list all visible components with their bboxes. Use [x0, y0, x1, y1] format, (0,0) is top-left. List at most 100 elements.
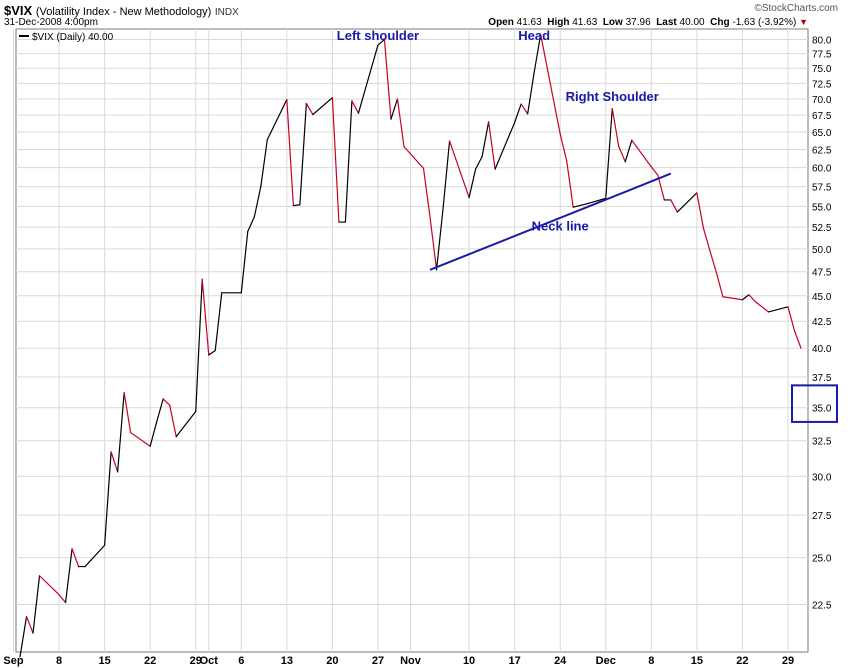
x-tick-label: 29	[782, 655, 794, 667]
low-label: Low	[602, 17, 623, 28]
x-tick-label: 8	[648, 655, 654, 667]
price-segment	[195, 278, 203, 413]
y-tick-label: 65.0	[812, 128, 832, 139]
datetime: 31-Dec-2008 4:00pm	[4, 17, 98, 28]
price-segment	[514, 103, 522, 124]
legend-label: $VIX (Daily) 40.00	[32, 32, 114, 43]
price-segment	[527, 71, 535, 115]
last-value: 40.00	[679, 17, 705, 28]
y-tick-label: 52.5	[812, 223, 832, 234]
y-tick-label: 50.0	[812, 245, 832, 256]
price-segment	[383, 38, 392, 120]
price-segment	[38, 575, 60, 596]
price-segment	[741, 294, 750, 301]
price-segment	[149, 421, 158, 447]
y-tick-label: 32.5	[812, 437, 832, 448]
y-tick-label: 70.0	[812, 95, 832, 106]
price-segment	[585, 197, 607, 205]
price-segment	[344, 100, 353, 223]
symbol: $VIX	[4, 3, 33, 18]
price-segment	[435, 208, 444, 271]
price-segment	[442, 140, 451, 210]
price-segment	[670, 199, 678, 213]
y-tick-label: 22.5	[812, 601, 832, 612]
price-segment	[631, 139, 652, 168]
price-segment	[377, 38, 386, 46]
price-segment	[481, 121, 490, 158]
y-tick-label: 25.0	[812, 554, 832, 565]
price-segment	[110, 451, 119, 473]
x-tick-label: Oct	[200, 655, 219, 667]
symbol-description: (Volatility Index - New Methodology)	[35, 6, 212, 18]
x-tick-label: 24	[554, 655, 567, 667]
price-segment	[214, 292, 223, 352]
price-segment	[572, 203, 587, 208]
exchange: INDX	[214, 7, 239, 18]
price-segment	[299, 102, 307, 206]
price-segment	[253, 185, 262, 218]
price-segment	[156, 398, 164, 423]
price-segment	[19, 615, 28, 658]
price-segment	[208, 349, 216, 356]
x-tick-label: 17	[509, 655, 521, 667]
x-tick-label: 20	[326, 655, 338, 667]
x-tick-label: Dec	[596, 655, 616, 667]
y-tick-label: 55.0	[812, 202, 832, 213]
neckline	[429, 172, 672, 271]
price-segment	[715, 272, 724, 298]
price-segment	[305, 102, 314, 116]
y-tick-label: 62.5	[812, 145, 832, 156]
price-segment	[540, 33, 561, 135]
price-segment	[58, 594, 67, 604]
y-tick-label: 75.0	[812, 64, 832, 75]
x-tick-label: 15	[98, 655, 110, 667]
x-tick-label: 13	[281, 655, 293, 667]
highlight-box	[791, 384, 838, 423]
price-segment	[247, 216, 255, 232]
quote-stats: Open 41.63 High 41.63 Low 37.96 Last 40.…	[488, 17, 808, 28]
price-segment	[709, 250, 717, 274]
brand-label[interactable]: ©StockCharts.com	[754, 3, 838, 14]
y-tick-label: 57.5	[812, 183, 832, 194]
price-segment	[468, 168, 477, 199]
low-value: 37.96	[625, 17, 651, 28]
price-segment	[331, 97, 340, 223]
x-tick-label: 27	[372, 655, 384, 667]
x-tick-label: 15	[691, 655, 703, 667]
y-tick-label: 80.0	[812, 36, 832, 47]
price-segment	[429, 216, 438, 271]
last-label: Last	[656, 17, 677, 28]
price-segment	[702, 227, 711, 252]
y-tick-label: 35.0	[812, 404, 832, 415]
price-segment	[169, 404, 177, 438]
open-value: 41.63	[516, 17, 542, 28]
x-tick-label: Sep	[3, 655, 23, 667]
price-segment	[559, 133, 568, 162]
price-segment	[624, 139, 633, 163]
price-segment	[793, 330, 802, 349]
x-tick-label: 22	[144, 655, 156, 667]
price-segment	[488, 121, 496, 170]
price-segment	[566, 160, 574, 208]
price-segment	[286, 99, 294, 207]
chart-title: $VIX (Volatility Index - New Methodology…	[4, 3, 239, 18]
price-segment	[390, 98, 399, 120]
price-segment	[357, 44, 379, 114]
annotation-label: Left shoulder	[337, 28, 419, 43]
price-segment	[201, 278, 210, 356]
y-tick-label: 72.5	[812, 79, 832, 90]
price-segment	[422, 167, 431, 218]
price-segment	[260, 138, 268, 188]
price-segment	[25, 615, 34, 634]
price-segment	[676, 192, 698, 213]
y-tick-label: 60.0	[812, 164, 832, 175]
y-tick-label: 30.0	[812, 472, 832, 483]
annotation-label: Right Shoulder	[566, 89, 659, 104]
y-tick-label: 42.5	[812, 317, 832, 328]
chg-label: Chg	[710, 17, 730, 28]
x-tick-label: 29	[190, 655, 202, 667]
y-tick-label: 45.0	[812, 292, 832, 303]
price-segment	[117, 392, 125, 473]
price-segment	[84, 544, 106, 568]
